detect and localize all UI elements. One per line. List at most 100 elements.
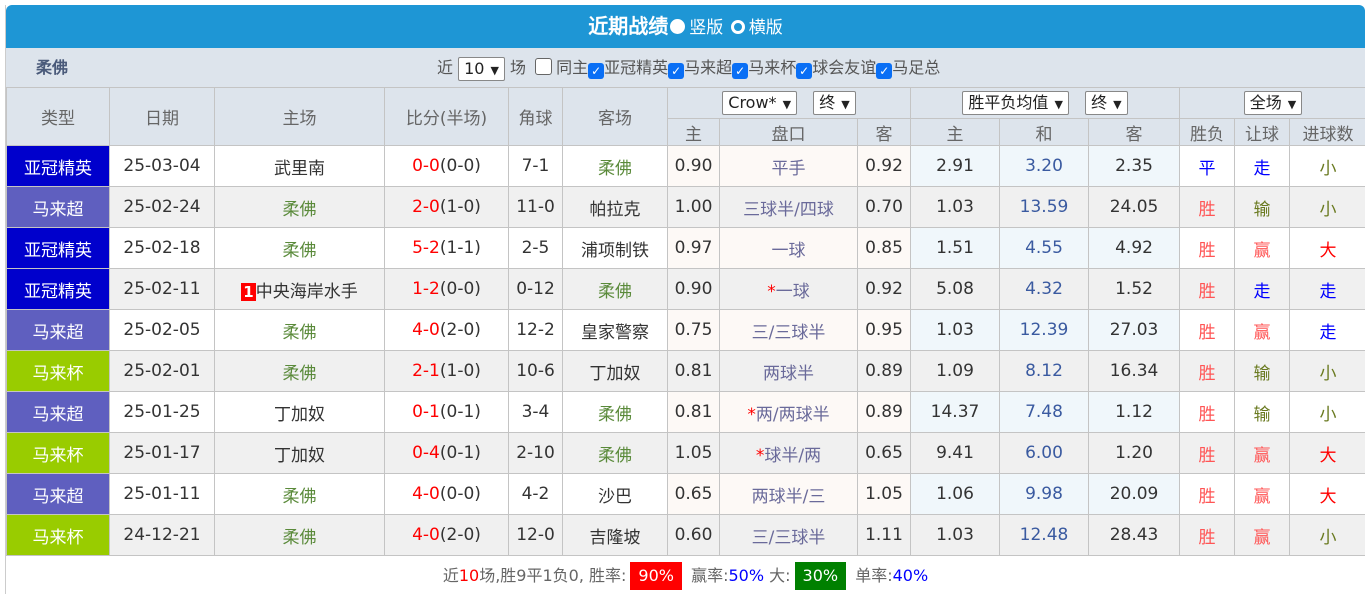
league-type[interactable]: 马来超	[7, 474, 110, 515]
away-team[interactable]: 柔佛	[563, 433, 668, 474]
euro-draw-odds: 8.12	[1000, 351, 1089, 392]
home-team-name[interactable]: 中央海岸水手	[256, 282, 358, 302]
score[interactable]: 2-1(1-0)	[385, 351, 509, 392]
match-count-select[interactable]: 10▼	[458, 57, 505, 81]
score[interactable]: 4-0(2-0)	[385, 310, 509, 351]
goals-result: 大	[1290, 433, 1365, 474]
home-team-name[interactable]: 柔佛	[283, 323, 317, 343]
match-date: 25-02-11	[110, 269, 215, 310]
euro-draw-odds: 3.20	[1000, 146, 1089, 187]
home-team[interactable]: 柔佛	[215, 187, 385, 228]
away-team[interactable]: 柔佛	[563, 146, 668, 187]
euro-stage-select[interactable]: 终▼	[1085, 91, 1127, 115]
score[interactable]: 0-1(0-1)	[385, 392, 509, 433]
score[interactable]: 5-2(1-1)	[385, 228, 509, 269]
league-type[interactable]: 马来超	[7, 310, 110, 351]
league-checkbox[interactable]: ✓	[732, 63, 748, 79]
handicap-line: 三/三球半	[720, 515, 858, 556]
handicap-away-odds: 0.70	[858, 187, 911, 228]
score[interactable]: 0-0(0-0)	[385, 146, 509, 187]
score[interactable]: 4-0(2-0)	[385, 515, 509, 556]
euro-away-odds: 20.09	[1089, 474, 1180, 515]
score[interactable]: 4-0(0-0)	[385, 474, 509, 515]
handicap-text: 球半/两	[764, 446, 821, 466]
home-team[interactable]: 丁加奴	[215, 392, 385, 433]
league-type[interactable]: 马来杯	[7, 433, 110, 474]
home-team[interactable]: 柔佛	[215, 310, 385, 351]
euro-home-odds: 1.03	[911, 515, 1000, 556]
handicap-text: 两球半/三	[752, 487, 826, 507]
league-type[interactable]: 马来杯	[7, 515, 110, 556]
layout-radio-horizontal[interactable]	[731, 20, 745, 34]
score[interactable]: 0-4(0-1)	[385, 433, 509, 474]
home-team-name[interactable]: 柔佛	[283, 241, 317, 261]
layout-radio-vertical[interactable]	[670, 19, 685, 34]
league-type[interactable]: 亚冠精英	[7, 146, 110, 187]
euro-type-select[interactable]: 胜平负均值▼	[962, 91, 1068, 115]
away-team[interactable]: 帕拉克	[563, 187, 668, 228]
away-team[interactable]: 沙巴	[563, 474, 668, 515]
full-score: 4-0	[412, 484, 440, 504]
half-score: (1-1)	[440, 238, 481, 258]
away-team[interactable]: 吉隆坡	[563, 515, 668, 556]
away-team[interactable]: 柔佛	[563, 269, 668, 310]
home-team-name[interactable]: 柔佛	[283, 364, 317, 384]
col-corners: 角球	[509, 88, 563, 146]
chevron-down-icon: ▼	[1288, 98, 1296, 111]
league-type[interactable]: 马来超	[7, 392, 110, 433]
handicap-stage-select[interactable]: 终▼	[813, 91, 855, 115]
euro-away-odds: 24.05	[1089, 187, 1180, 228]
league-checkbox[interactable]: ✓	[876, 63, 892, 79]
home-team-name[interactable]: 柔佛	[283, 487, 317, 507]
handicap-result: 赢	[1235, 474, 1290, 515]
goals-result: 走	[1290, 269, 1365, 310]
title-bar: 近期战绩竖版 横版	[6, 5, 1365, 48]
home-team[interactable]: 柔佛	[215, 474, 385, 515]
table-row: 马来杯 25-02-01 柔佛 2-1(1-0) 10-6 丁加奴 0.81 两…	[7, 351, 1365, 392]
home-team[interactable]: 柔佛	[215, 351, 385, 392]
league-type[interactable]: 亚冠精英	[7, 269, 110, 310]
home-team[interactable]: 柔佛	[215, 228, 385, 269]
league-checkbox[interactable]: ✓	[796, 63, 812, 79]
match-table: 类型 日期 主场 比分(半场) 角球 客场 Crow*▼ 终▼ 胜平负均值▼ 终…	[6, 87, 1365, 556]
handicap-away-odds: 0.89	[858, 392, 911, 433]
away-team[interactable]: 丁加奴	[563, 351, 668, 392]
home-team-name[interactable]: 丁加奴	[274, 446, 325, 466]
subheader: 和	[1000, 119, 1089, 146]
home-team[interactable]: 柔佛	[215, 515, 385, 556]
euro-away-odds: 28.43	[1089, 515, 1180, 556]
bookmaker-select[interactable]: Crow*▼	[722, 91, 797, 115]
away-team[interactable]: 柔佛	[563, 392, 668, 433]
league-type[interactable]: 亚冠精英	[7, 228, 110, 269]
home-team-name[interactable]: 丁加奴	[274, 405, 325, 425]
panel-title: 近期战绩	[588, 14, 668, 38]
handicap-home-odds: 0.60	[668, 515, 720, 556]
league-checkbox[interactable]: ✓	[588, 63, 604, 79]
home-team[interactable]: 丁加奴	[215, 433, 385, 474]
half-score: (1-0)	[440, 361, 481, 381]
league-type[interactable]: 马来杯	[7, 351, 110, 392]
handicap-home-odds: 0.90	[668, 146, 720, 187]
league-type[interactable]: 马来超	[7, 187, 110, 228]
subheader: 主	[911, 119, 1000, 146]
half-score: (0-0)	[440, 156, 481, 176]
league-checkbox[interactable]: ✓	[668, 63, 684, 79]
same-home-checkbox[interactable]	[535, 58, 552, 75]
home-team-name[interactable]: 武里南	[274, 159, 325, 179]
away-team[interactable]: 浦项制铁	[563, 228, 668, 269]
euro-home-odds: 1.09	[911, 351, 1000, 392]
away-team[interactable]: 皇家警察	[563, 310, 668, 351]
summary-bar: 近10场,胜9平1负0, 胜率:90% 赢率:50% 大:30% 单率:40%	[6, 556, 1365, 595]
handicap-home-odds: 1.00	[668, 187, 720, 228]
euro-draw-odds: 12.48	[1000, 515, 1089, 556]
handicap-result: 走	[1235, 269, 1290, 310]
score[interactable]: 2-0(1-0)	[385, 187, 509, 228]
recent-suffix: 场	[510, 58, 526, 77]
period-select[interactable]: 全场▼	[1244, 91, 1302, 115]
home-team-name[interactable]: 柔佛	[283, 200, 317, 220]
home-team-name[interactable]: 柔佛	[283, 528, 317, 548]
home-team[interactable]: 武里南	[215, 146, 385, 187]
handicap-text: 三/三球半	[752, 528, 826, 548]
score[interactable]: 1-2(0-0)	[385, 269, 509, 310]
